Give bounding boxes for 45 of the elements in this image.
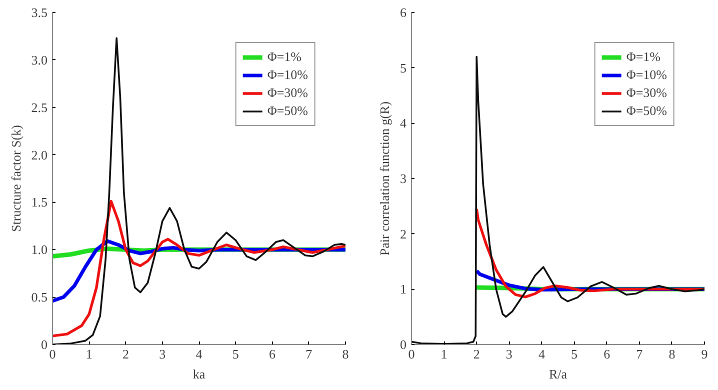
y-tick-label: 4 <box>400 116 407 131</box>
x-tick-label: 8 <box>342 346 349 362</box>
x-tick-label: 6 <box>604 346 611 362</box>
legend-label: Φ=50% <box>626 103 667 119</box>
x-tick-label: 4 <box>196 346 203 362</box>
y-tick-label: 5 <box>400 60 406 76</box>
x-tick-label: 8 <box>668 346 676 362</box>
x-tick-label: 3 <box>506 346 512 362</box>
legend-label: Φ=1% <box>267 49 302 65</box>
x-axis-title: ka <box>192 366 206 382</box>
y-tick-label: 2.0 <box>31 147 48 162</box>
legend-label: Φ=50% <box>267 103 308 119</box>
y-tick-label: 0.5 <box>31 290 48 305</box>
x-tick-label: 5 <box>571 346 578 362</box>
y-tick-label: 3 <box>400 171 406 186</box>
y-axis-title: Structure factor S(k) <box>8 125 24 232</box>
x-tick-label: 4 <box>538 346 546 362</box>
x-tick-label: 9 <box>701 346 708 362</box>
x-tick-label: 7 <box>636 346 644 362</box>
x-tick-label: 7 <box>306 346 313 362</box>
x-tick-label: 1 <box>440 346 448 362</box>
x-tick-label: 6 <box>269 346 276 362</box>
legend-label: Φ=1% <box>626 49 660 65</box>
y-tick-label: 2 <box>400 226 406 242</box>
legend-label: Φ=30% <box>626 85 667 101</box>
x-axis-title: R/a <box>548 366 568 382</box>
y-tick-label: 1.5 <box>31 194 48 210</box>
x-tick-label: 1 <box>86 346 92 362</box>
y-tick-label: 0 <box>41 337 48 352</box>
legend-label: Φ=10% <box>626 67 667 83</box>
line-series <box>52 200 346 338</box>
x-tick-label: 2 <box>122 346 129 362</box>
y-tick-label: 6 <box>400 5 407 20</box>
y-tick-label: 0 <box>400 337 406 352</box>
y-tick-label: 2.5 <box>31 100 48 115</box>
x-tick-label: 3 <box>159 346 166 362</box>
y-tick-label: 3.0 <box>31 52 48 68</box>
y-tick-label: 1.0 <box>31 242 48 258</box>
y-tick-label: 1 <box>400 282 406 297</box>
legend-label: Φ=10% <box>267 67 308 83</box>
y-tick-label: 3.5 <box>31 5 48 20</box>
x-tick-label: 5 <box>232 346 239 362</box>
y-axis-title: Pair correlation function g(R) <box>377 101 392 256</box>
x-tick-label: 2 <box>473 346 480 362</box>
legend-label: Φ=30% <box>267 85 308 101</box>
